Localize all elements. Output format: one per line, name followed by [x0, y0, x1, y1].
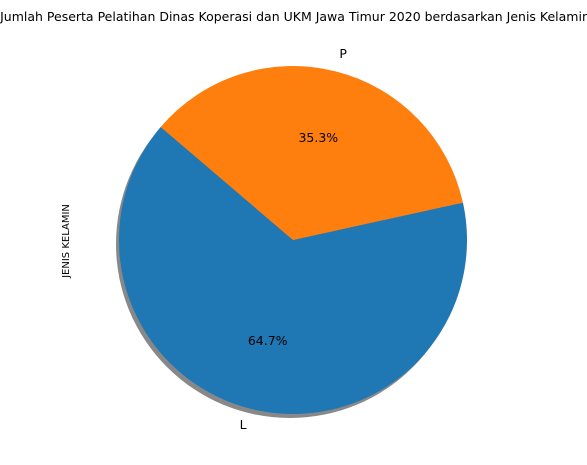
pie-slice-p: [160, 66, 463, 240]
y-axis-label: JENIS KELAMIN: [61, 204, 72, 279]
pie-labels: L 64.7% P 35.3%: [240, 46, 348, 432]
pie-slice-l: [119, 126, 468, 415]
chart-title: Jumlah Peserta Pelatihan Dinas Koperasi …: [0, 9, 587, 24]
pie-slices: [119, 66, 468, 415]
slice-label-l: L: [240, 417, 247, 432]
slice-percent-l: 64.7%: [248, 333, 288, 348]
slice-percent-p: 35.3%: [298, 130, 338, 145]
slice-label-p: P: [339, 46, 347, 61]
